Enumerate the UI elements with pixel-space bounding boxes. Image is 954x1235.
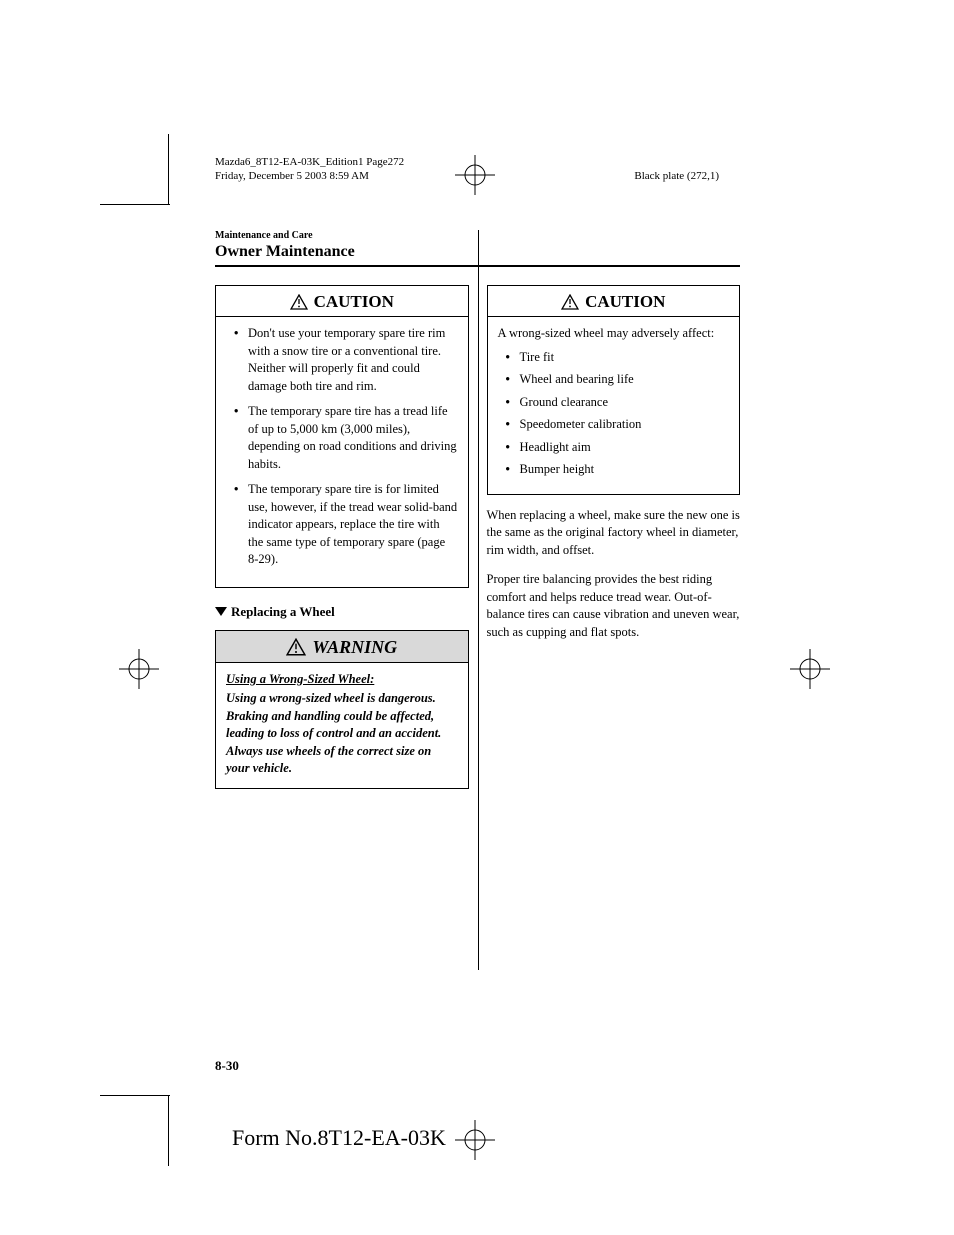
header-info: Mazda6_8T12-EA-03K_Edition1 Page272 Frid… bbox=[215, 155, 404, 184]
warning-box-wrong-wheel: WARNING Using a Wrong-Sized Wheel: Using… bbox=[215, 630, 469, 789]
two-column-layout: CAUTION Don't use your temporary spare t… bbox=[215, 285, 740, 801]
body-paragraph: Proper tire balancing provides the best … bbox=[487, 571, 741, 641]
registration-mark bbox=[455, 1120, 495, 1160]
crop-mark bbox=[100, 1095, 170, 1096]
caution-title: CAUTION bbox=[585, 292, 665, 312]
warning-triangle-icon bbox=[561, 294, 579, 310]
crop-mark bbox=[100, 204, 170, 205]
content-area: Maintenance and Care Owner Maintenance C… bbox=[215, 230, 740, 801]
doc-timestamp: Friday, December 5 2003 8:59 AM bbox=[215, 169, 404, 183]
right-column: CAUTION A wrong-sized wheel may adversel… bbox=[487, 285, 741, 801]
warning-title: WARNING bbox=[312, 637, 397, 658]
plate-label: Black plate (272,1) bbox=[634, 170, 719, 182]
caution-item: Speedometer calibration bbox=[510, 416, 730, 434]
subheading-replacing-wheel: Replacing a Wheel bbox=[215, 604, 469, 620]
caution-item: Bumper height bbox=[510, 461, 730, 479]
column-divider bbox=[478, 230, 479, 970]
caution-item: Don't use your temporary spare tire rim … bbox=[238, 325, 458, 395]
caution-box-spare-tire: CAUTION Don't use your temporary spare t… bbox=[215, 285, 469, 588]
body-paragraph: When replacing a wheel, make sure the ne… bbox=[487, 507, 741, 560]
caution-body: A wrong-sized wheel may adversely affect… bbox=[488, 317, 740, 494]
registration-mark bbox=[790, 649, 830, 689]
warning-triangle-icon bbox=[286, 638, 306, 656]
doc-id: Mazda6_8T12-EA-03K_Edition1 Page272 bbox=[215, 155, 404, 169]
caution-item: Headlight aim bbox=[510, 439, 730, 457]
form-number: Form No.8T12-EA-03K bbox=[232, 1125, 446, 1151]
page-container: Mazda6_8T12-EA-03K_Edition1 Page272 Frid… bbox=[0, 0, 954, 1235]
warning-body: Using a Wrong-Sized Wheel: Using a wrong… bbox=[216, 663, 468, 788]
caution-item: The temporary spare tire has a tread lif… bbox=[238, 403, 458, 473]
warning-subheading: Using a Wrong-Sized Wheel: bbox=[226, 671, 458, 689]
caution-box-wrong-wheel-effects: CAUTION A wrong-sized wheel may adversel… bbox=[487, 285, 741, 495]
warning-header: WARNING bbox=[216, 631, 468, 663]
left-column: CAUTION Don't use your temporary spare t… bbox=[215, 285, 469, 801]
caution-body: Don't use your temporary spare tire rim … bbox=[216, 317, 468, 587]
triangle-marker-icon bbox=[215, 607, 227, 616]
caution-intro: A wrong-sized wheel may adversely affect… bbox=[498, 325, 730, 343]
warning-triangle-icon bbox=[290, 294, 308, 310]
caution-item: Ground clearance bbox=[510, 394, 730, 412]
caution-item: Wheel and bearing life bbox=[510, 371, 730, 389]
registration-mark bbox=[119, 649, 159, 689]
crop-mark bbox=[168, 134, 169, 204]
page-number: 8-30 bbox=[215, 1058, 239, 1074]
warning-text: Using a wrong-sized wheel is dangerous. … bbox=[226, 690, 458, 778]
subheading-text: Replacing a Wheel bbox=[231, 604, 335, 620]
caution-header: CAUTION bbox=[488, 286, 740, 317]
caution-title: CAUTION bbox=[314, 292, 394, 312]
crop-mark bbox=[168, 1096, 169, 1166]
caution-header: CAUTION bbox=[216, 286, 468, 317]
registration-mark bbox=[455, 155, 495, 195]
caution-item: The temporary spare tire is for limited … bbox=[238, 481, 458, 569]
caution-item: Tire fit bbox=[510, 349, 730, 367]
